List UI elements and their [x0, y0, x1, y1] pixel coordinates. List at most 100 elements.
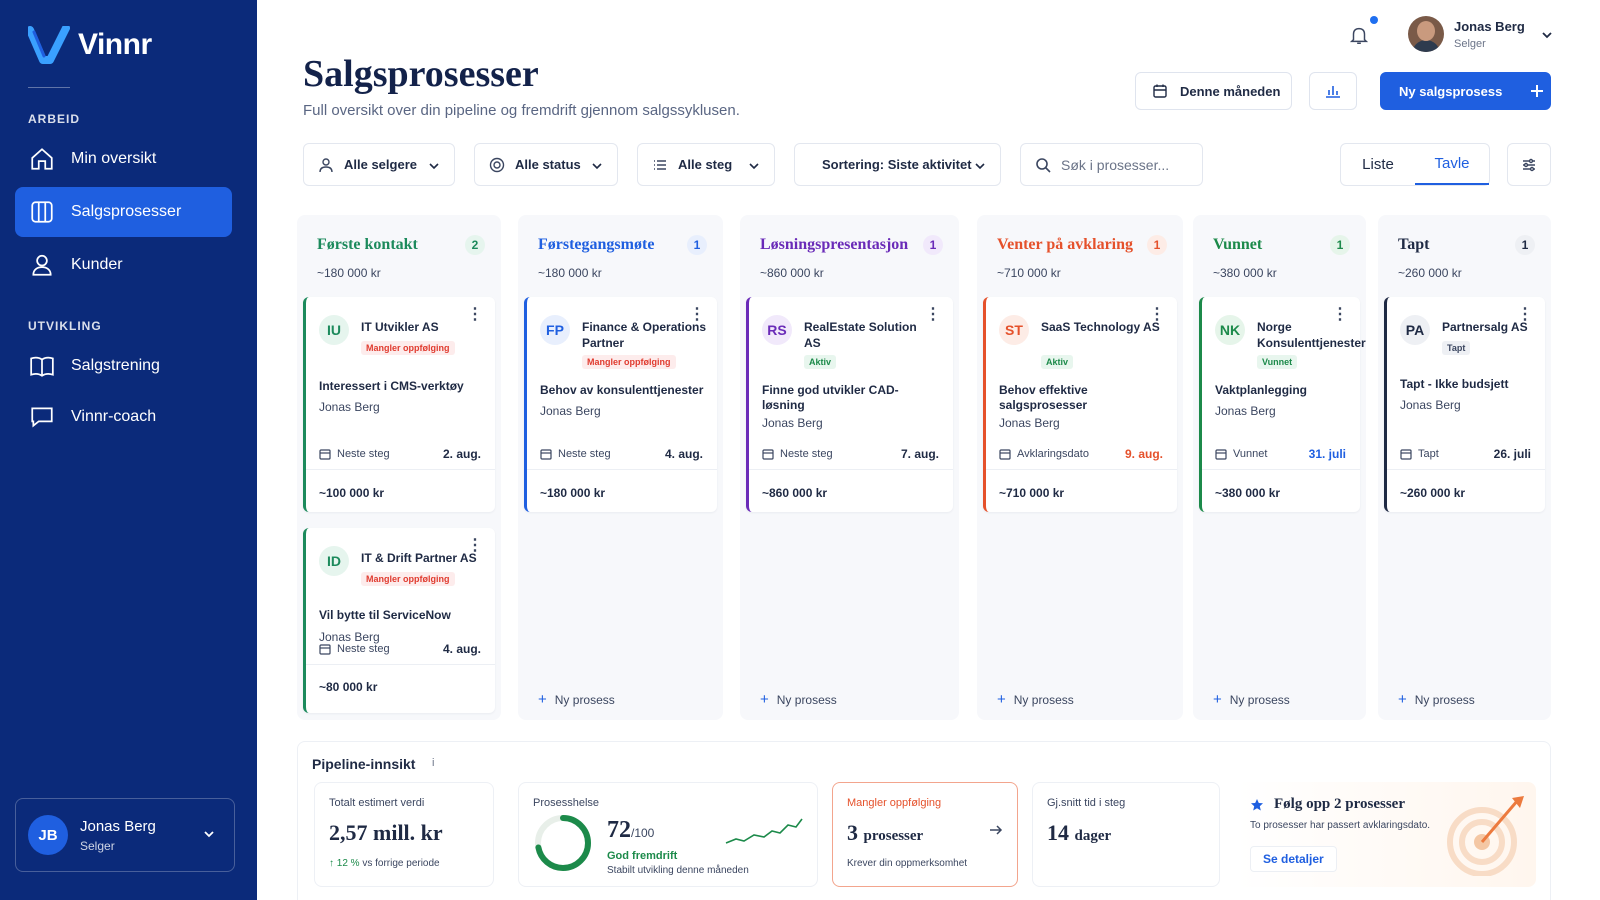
user-name: Jonas Berg: [80, 817, 156, 835]
column-header: Første kontakt 2: [317, 235, 485, 255]
dartboard-icon: [1447, 796, 1524, 876]
card-divider: [986, 469, 1177, 470]
step-date: 9. aug.: [1124, 447, 1163, 461]
plus-icon: +: [760, 691, 769, 708]
step-date: 4. aug.: [664, 447, 703, 461]
company-avatar: IU: [319, 315, 349, 345]
sidebar-user-menu[interactable]: JB Jonas Berg Selger: [15, 798, 235, 872]
kebab-menu-icon[interactable]: ⋮: [1517, 306, 1533, 323]
next-step: Neste steg 4. aug.: [540, 447, 703, 461]
company-avatar: RS: [762, 315, 792, 345]
vinnr-logo-icon: [28, 26, 70, 64]
calendar-icon: [999, 449, 1011, 460]
calendar-icon: [1400, 449, 1412, 460]
tab-liste[interactable]: Liste: [1362, 156, 1394, 173]
kebab-menu-icon[interactable]: ⋮: [467, 306, 483, 323]
new-process-button[interactable]: + Ny prosess: [1213, 691, 1290, 708]
process-description: Behov effektive salgsprosesser: [999, 383, 1088, 412]
company-avatar: NK: [1215, 315, 1245, 345]
followup-unit: prosesser: [863, 828, 924, 844]
kebab-menu-icon[interactable]: ⋮: [925, 306, 941, 323]
column-title: Tapt: [1398, 236, 1430, 253]
health-status: God fremdrift: [607, 850, 678, 862]
process-owner: Jonas Berg: [540, 404, 601, 418]
step-label: Tapt: [1418, 448, 1439, 460]
page-subtitle: Full oversikt over din pipeline og fremd…: [303, 102, 740, 119]
book-icon: [30, 356, 54, 377]
sidebar-divider: [28, 87, 70, 88]
process-owner: Jonas Berg: [319, 400, 380, 414]
new-process-button[interactable]: + Ny prosess: [760, 691, 837, 708]
process-card[interactable]: FP Finance & Operations Partner ⋮ Mangler o…: [524, 297, 717, 512]
step-label: Vunnet: [1233, 448, 1268, 460]
top-user-menu[interactable]: Jonas Berg Selger: [1408, 16, 1525, 52]
user-role: Selger: [80, 838, 115, 853]
process-description: Finne god utvikler CAD-løsning: [762, 383, 899, 412]
process-card[interactable]: RS RealEstate Solution AS ⋮ Aktiv Finne god …: [746, 297, 953, 512]
search-icon: [1036, 157, 1051, 173]
followup-card[interactable]: Mangler oppfølging 3 prosesser Krever di…: [832, 782, 1018, 887]
kebab-menu-icon[interactable]: ⋮: [1332, 306, 1348, 323]
bar-chart-icon: [1326, 86, 1340, 98]
cta-card: Følg opp 2 prosesser To prosesser har pa…: [1236, 782, 1536, 887]
column-3: Venter på avklaring 1 ~710 000 kr ST SaaS Te…: [977, 215, 1183, 720]
see-details-button[interactable]: Se detaljer: [1250, 846, 1337, 872]
new-process-label: Ny prosess: [1414, 692, 1475, 707]
step-date: 7. aug.: [900, 447, 939, 461]
info-icon[interactable]: i: [432, 757, 435, 769]
sidebar-item-salgstrening[interactable]: Salgstrening: [15, 341, 232, 391]
kebab-menu-icon[interactable]: ⋮: [1149, 306, 1165, 323]
sidebar-item-vinnr-coach[interactable]: Vinnr-coach: [15, 392, 232, 442]
process-value: ~260 000 kr: [1400, 486, 1466, 500]
kebab-menu-icon[interactable]: ⋮: [467, 537, 483, 554]
search-input[interactable]: [1061, 156, 1191, 173]
sidebar-item-salgsprosesser[interactable]: Salgsprosesser: [15, 187, 232, 237]
chevron-down-icon[interactable]: [1540, 28, 1554, 42]
new-process-button[interactable]: + Ny prosess: [997, 691, 1074, 708]
column-title: Førstegangsmøte: [538, 236, 655, 253]
sidebar-item-label: Salgstrening: [71, 357, 160, 374]
process-value: ~180 000 kr: [540, 486, 606, 500]
tab-tavle[interactable]: Tavle: [1415, 144, 1489, 185]
sidebar-item-label: Kunder: [71, 256, 123, 273]
step-filter[interactable]: Alle steg: [637, 143, 775, 186]
process-card[interactable]: IU IT Utvikler AS ⋮ Mangler oppfølging Inter…: [303, 297, 495, 512]
seller-filter[interactable]: Alle selgere: [303, 143, 455, 186]
column-header: Venter på avklaring 1: [997, 235, 1167, 255]
process-value: ~380 000 kr: [1215, 486, 1281, 500]
sidebar-item-kunder[interactable]: Kunder: [15, 240, 232, 290]
chart-button[interactable]: [1309, 72, 1357, 110]
process-card[interactable]: ID IT & Drift Partner AS ⋮ Mangler oppfølgi…: [303, 528, 495, 713]
settings-button[interactable]: [1507, 143, 1551, 186]
process-card[interactable]: NK Norge Konsulenttjenester ⋮ Vunnet Vaktpla…: [1199, 297, 1366, 512]
sidebar: Vinnr ARBEID Min oversikt Salgsprosesser…: [0, 0, 257, 900]
process-owner: Jonas Berg: [999, 416, 1060, 430]
sort-dropdown[interactable]: Sortering: Siste aktivitet: [794, 143, 1001, 186]
column-total: ~180 000 kr: [538, 266, 602, 280]
sidebar-section-label: ARBEID: [28, 112, 81, 126]
new-process-button[interactable]: + Ny prosess: [538, 691, 615, 708]
app-logo[interactable]: Vinnr: [28, 26, 152, 64]
sidebar-item-min-oversikt[interactable]: Min oversikt: [15, 134, 232, 184]
process-card[interactable]: ST SaaS Technology AS ⋮ Aktiv Behov effektiv…: [983, 297, 1177, 512]
list-icon: [654, 159, 666, 170]
chevron-down-icon: [204, 831, 214, 838]
company-name: Norge Konsulenttjenester: [1257, 320, 1366, 350]
kebab-menu-icon[interactable]: ⋮: [689, 306, 705, 323]
process-owner: Jonas Berg: [319, 630, 380, 644]
new-sales-process-button[interactable]: Ny salgsprosess: [1380, 72, 1551, 110]
total-value-label: Totalt estimert verdi: [329, 797, 425, 809]
process-card[interactable]: PA Partnersalg AS ⋮ Tapt Tapt - Ikke budsjet…: [1384, 297, 1545, 512]
status-filter[interactable]: Alle status: [474, 143, 618, 186]
sidebar-item-label: Vinnr-coach: [71, 408, 157, 425]
search-box[interactable]: [1020, 143, 1203, 186]
plus-icon: +: [1398, 691, 1407, 708]
sidebar-item-label: Salgsprosesser: [71, 203, 182, 220]
step-label: Neste steg: [337, 643, 390, 655]
new-process-button[interactable]: + Ny prosess: [1398, 691, 1475, 708]
bell-icon[interactable]: [1348, 24, 1370, 46]
health-label: Prosesshelse: [533, 797, 600, 809]
next-step: Neste steg 4. aug.: [319, 642, 481, 656]
column-1: Førstegangsmøte 1 ~180 000 kr FP Finance & O…: [518, 215, 723, 720]
period-button[interactable]: Denne måneden: [1135, 72, 1292, 110]
